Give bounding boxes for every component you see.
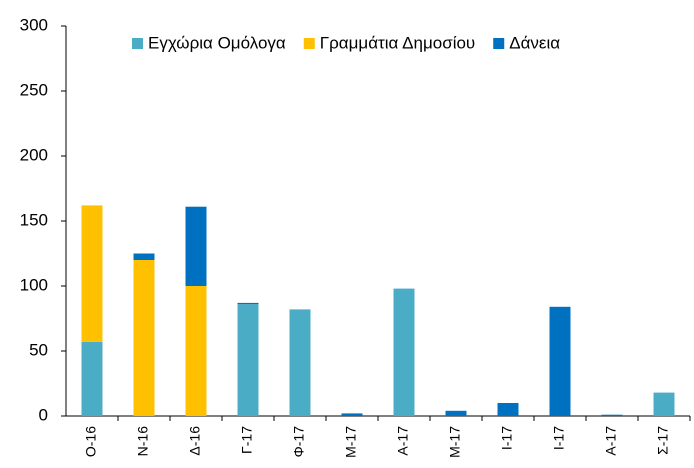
bar-segment xyxy=(237,302,259,305)
legend-label: Εγχώρια Ομόλογα xyxy=(148,33,286,52)
bar-segment xyxy=(133,253,155,260)
bar-segment xyxy=(393,288,415,416)
x-tick-label: Γ-17 xyxy=(239,426,255,454)
x-tick-label: Ι-17 xyxy=(499,426,515,450)
y-tick-label: 200 xyxy=(20,145,48,164)
bar-segment xyxy=(653,392,675,416)
legend-label: Δάνεια xyxy=(509,33,560,52)
y-tick-label: 100 xyxy=(20,275,48,294)
bar-segment xyxy=(185,286,207,416)
y-tick-label: 300 xyxy=(20,15,48,34)
bar-segment xyxy=(341,413,363,416)
bar-segment xyxy=(185,206,207,286)
y-tick-label: 0 xyxy=(39,405,48,424)
x-tick-label: Δ-16 xyxy=(187,426,203,456)
x-tick-label: Ν-16 xyxy=(135,426,151,457)
y-tick-label: 50 xyxy=(29,340,48,359)
legend-swatch xyxy=(493,38,505,49)
x-tick-label: Ο-16 xyxy=(83,426,99,457)
legend-item: Δάνεια xyxy=(493,33,560,52)
legend-swatch xyxy=(132,38,143,49)
y-tick-label: 150 xyxy=(20,210,48,229)
y-tick-label: 250 xyxy=(20,80,48,99)
x-tick-label: Μ-17 xyxy=(447,426,463,458)
bar-segment xyxy=(289,309,311,416)
bar-segment xyxy=(81,341,103,416)
bar-segment xyxy=(133,260,155,416)
bar-segment xyxy=(549,306,571,416)
x-tick-label: Φ-17 xyxy=(291,426,307,458)
bar-segment xyxy=(445,410,467,416)
legend-label: Γραμμάτια Δημοσίου xyxy=(320,33,475,52)
legend-item: Γραμμάτια Δημοσίου xyxy=(303,33,475,52)
x-tick-label: Σ-17 xyxy=(655,426,671,455)
bar-segment xyxy=(601,414,623,416)
legend-item: Εγχώρια Ομόλογα xyxy=(132,33,286,52)
x-tick-label: Α-17 xyxy=(603,426,619,456)
bar-segment xyxy=(497,403,519,416)
x-tick-label: Ι-17 xyxy=(551,426,567,450)
bar-segment xyxy=(237,304,259,416)
legend-swatch xyxy=(303,38,315,49)
bar-segment xyxy=(81,205,103,342)
x-tick-label: Μ-17 xyxy=(343,426,359,458)
x-tick-label: Α-17 xyxy=(395,426,411,456)
